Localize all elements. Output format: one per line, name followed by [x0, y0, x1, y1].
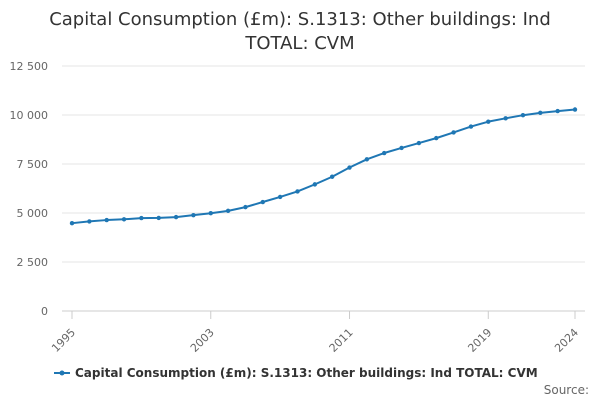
- x-tick-label: 2019: [465, 326, 494, 355]
- data-point[interactable]: [468, 124, 474, 129]
- legend-label: Capital Consumption (£m): S.1313: Other …: [75, 366, 538, 380]
- data-point[interactable]: [555, 108, 560, 114]
- chart-title-line-2: TOTAL: CVM: [244, 33, 354, 54]
- y-tick-label: 0: [41, 305, 48, 318]
- y-gridlines: [62, 65, 585, 263]
- data-point[interactable]: [243, 204, 248, 210]
- data-point[interactable]: [260, 199, 265, 205]
- data-point[interactable]: [312, 182, 318, 187]
- data-point[interactable]: [139, 215, 144, 221]
- y-tick-label: 2 500: [17, 256, 49, 269]
- data-point[interactable]: [451, 130, 456, 135]
- data-point[interactable]: [225, 208, 231, 214]
- data-point[interactable]: [277, 194, 283, 200]
- data-point[interactable]: [486, 119, 491, 124]
- data-point[interactable]: [295, 189, 300, 194]
- data-point[interactable]: [382, 150, 387, 156]
- data-point[interactable]: [364, 157, 370, 162]
- data-point[interactable]: [208, 210, 213, 216]
- x-axis: [62, 310, 585, 319]
- x-tick-label: 2003: [188, 326, 217, 355]
- data-point[interactable]: [399, 145, 404, 151]
- data-point[interactable]: [520, 112, 526, 118]
- data-point[interactable]: [416, 140, 422, 146]
- y-tick-label: 7 500: [17, 158, 49, 171]
- data-point[interactable]: [538, 110, 543, 116]
- chart-title: Capital Consumption (£m): S.1313: Other …: [49, 9, 551, 54]
- data-point[interactable]: [121, 217, 127, 222]
- legend[interactable]: Capital Consumption (£m): S.1313: Other …: [54, 366, 538, 380]
- data-point[interactable]: [156, 215, 161, 221]
- data-point[interactable]: [87, 219, 92, 224]
- data-point[interactable]: [503, 116, 508, 121]
- source-label: Source:: [544, 383, 589, 397]
- data-point[interactable]: [572, 107, 578, 112]
- y-tick-label: 5 000: [17, 207, 49, 220]
- x-tick-label: 2011: [327, 326, 356, 355]
- x-axis-tick-labels: 1995 2003 2011 2019 2024: [49, 326, 581, 355]
- x-tick-label: 1995: [49, 326, 78, 355]
- data-point[interactable]: [69, 220, 75, 226]
- y-tick-label: 12 500: [10, 60, 49, 73]
- series-layer: [69, 107, 578, 226]
- data-point[interactable]: [104, 217, 109, 223]
- x-tick-label: 2024: [552, 326, 581, 355]
- data-point[interactable]: [434, 135, 439, 141]
- y-axis-tick-labels: 0 2 500 5 000 7 500 10 000 12 500: [10, 60, 49, 318]
- data-point[interactable]: [191, 212, 196, 218]
- series-line: [71, 108, 576, 225]
- legend-marker-swatch: [59, 370, 65, 376]
- data-point[interactable]: [329, 174, 335, 179]
- y-tick-label: 10 000: [10, 109, 49, 122]
- chart-title-line-1: Capital Consumption (£m): S.1313: Other …: [49, 9, 551, 30]
- data-point[interactable]: [347, 165, 352, 170]
- data-point[interactable]: [173, 214, 179, 220]
